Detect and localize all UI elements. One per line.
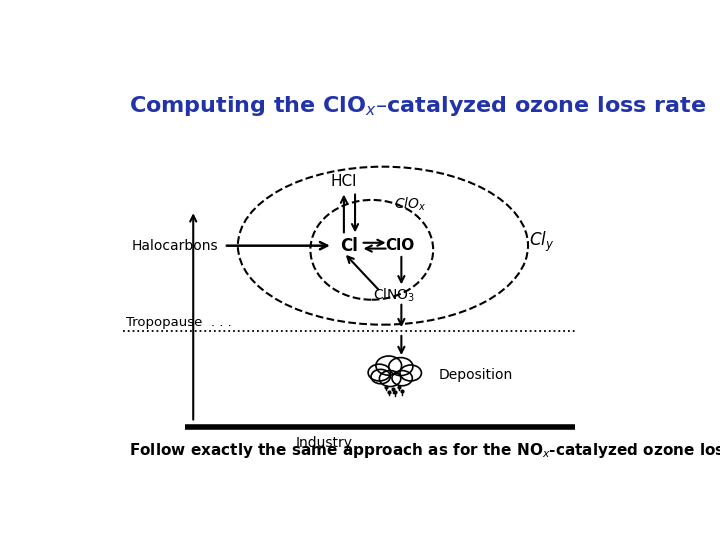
- Text: ClO: ClO: [385, 238, 414, 253]
- Circle shape: [376, 356, 402, 375]
- Text: ClNO$_3$: ClNO$_3$: [373, 287, 415, 304]
- Text: Follow exactly the same approach as for the NO$_x$-catalyzed ozone loss rate: Follow exactly the same approach as for …: [129, 441, 720, 460]
- Circle shape: [371, 369, 390, 384]
- Text: Cl: Cl: [341, 237, 359, 255]
- Text: Tropopause  . . .: Tropopause . . .: [126, 316, 232, 329]
- Circle shape: [392, 370, 413, 386]
- Text: $Cl_y$: $Cl_y$: [529, 230, 554, 254]
- Circle shape: [368, 364, 391, 381]
- Text: $ClO_x$: $ClO_x$: [394, 195, 426, 213]
- Text: Halocarbons: Halocarbons: [132, 239, 218, 253]
- Text: Industry: Industry: [296, 436, 353, 450]
- Text: Deposition: Deposition: [438, 368, 513, 382]
- Circle shape: [389, 357, 413, 375]
- Circle shape: [400, 365, 421, 381]
- Text: Computing the ClO$_x$–catalyzed ozone loss rate: Computing the ClO$_x$–catalyzed ozone lo…: [129, 94, 706, 118]
- Circle shape: [379, 370, 401, 387]
- Text: HCl: HCl: [330, 174, 357, 188]
